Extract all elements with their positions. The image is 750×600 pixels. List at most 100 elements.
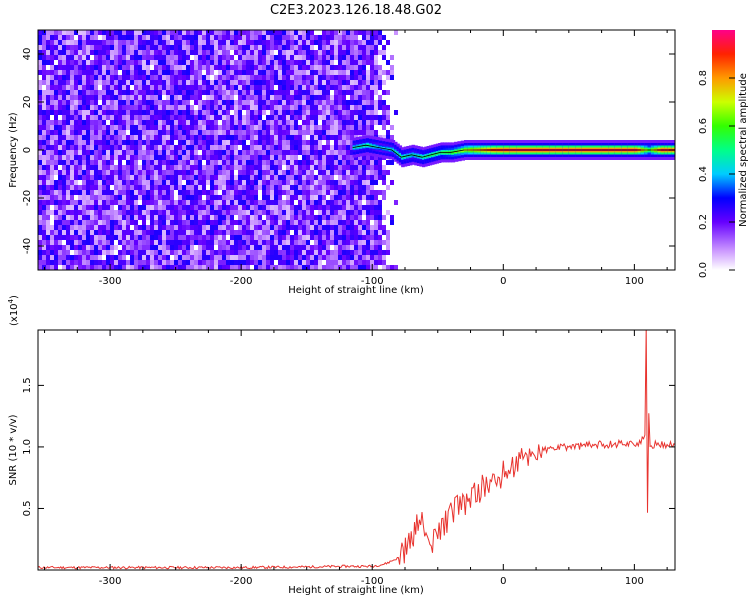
heatmap-cell: [106, 205, 110, 210]
heatmap-cell: [98, 105, 102, 110]
heatmap-cell: [78, 80, 82, 85]
heatmap-cell: [138, 95, 142, 100]
heatmap-cell: [42, 250, 46, 255]
heatmap-cell: [134, 170, 138, 175]
heatmap-cell: [82, 145, 86, 150]
heatmap-cell: [298, 245, 302, 250]
heatmap-cell: [74, 95, 78, 100]
heatmap-cell: [118, 45, 122, 50]
heatmap-cell: [102, 40, 106, 45]
heatmap-cell: [142, 190, 146, 195]
heatmap-cell: [282, 105, 286, 110]
heatmap-cell: [198, 215, 202, 220]
heatmap-cell: [166, 110, 170, 115]
heatmap-cell: [114, 185, 118, 190]
heatmap-cell: [366, 260, 370, 265]
heatmap-cell: [338, 100, 342, 105]
heatmap-cell: [118, 100, 122, 105]
heatmap-cell: [334, 225, 338, 230]
heatmap-cell: [230, 190, 234, 195]
heatmap-cell: [334, 45, 338, 50]
heatmap-cell: [330, 250, 334, 255]
heatmap-cell: [350, 50, 354, 55]
heatmap-cell: [218, 175, 222, 180]
heatmap-cell: [270, 130, 274, 135]
heatmap-cell: [214, 80, 218, 85]
heatmap-cell: [62, 30, 66, 35]
heatmap-cell: [338, 75, 342, 80]
heatmap-cell: [166, 185, 170, 190]
heatmap-cell: [374, 210, 378, 215]
heatmap-cell: [298, 140, 302, 145]
heatmap-cell: [82, 165, 86, 170]
heatmap-cell: [330, 50, 334, 55]
heatmap-cell: [378, 215, 382, 220]
heatmap-cell: [102, 130, 106, 135]
heatmap-cell: [190, 235, 194, 240]
heatmap-cell: [110, 65, 114, 70]
heatmap-cell: [302, 135, 306, 140]
heatmap-cell: [378, 200, 382, 205]
heatmap-cell: [190, 140, 194, 145]
heatmap-cell: [198, 75, 202, 80]
heatmap-cell: [250, 95, 254, 100]
heatmap-cell: [230, 130, 234, 135]
heatmap-cell: [126, 220, 130, 225]
heatmap-cell: [142, 80, 146, 85]
heatmap-cell: [122, 30, 126, 35]
heatmap-cell: [186, 250, 190, 255]
heatmap-cell: [74, 260, 78, 265]
heatmap-cell: [86, 85, 90, 90]
heatmap-cell: [166, 220, 170, 225]
heatmap-cell: [42, 215, 46, 220]
heatmap-cell: [198, 180, 202, 185]
heatmap-cell: [166, 70, 170, 75]
heatmap-cell: [182, 225, 186, 230]
heatmap-cell: [214, 195, 218, 200]
heatmap-cell: [326, 70, 330, 75]
heatmap-cell: [330, 260, 334, 265]
heatmap-cell: [262, 80, 266, 85]
heatmap-cell: [126, 175, 130, 180]
heatmap-cell: [206, 205, 210, 210]
heatmap-cell: [50, 95, 54, 100]
heatmap-cell: [150, 185, 154, 190]
heatmap-cell: [262, 45, 266, 50]
heatmap-cell: [202, 30, 206, 35]
heatmap-cell: [278, 185, 282, 190]
heatmap-cell: [354, 120, 358, 125]
heatmap-cell: [182, 190, 186, 195]
heatmap-cell: [94, 70, 98, 75]
heatmap-cell: [298, 200, 302, 205]
heatmap-cell: [390, 180, 394, 185]
heatmap-cell: [174, 150, 178, 155]
heatmap-cell: [218, 45, 222, 50]
heatmap-cell: [334, 235, 338, 240]
heatmap-cell: [306, 260, 310, 265]
heatmap-cell: [114, 55, 118, 60]
heatmap-cell: [326, 40, 330, 45]
heatmap-cell: [170, 190, 174, 195]
heatmap-cell: [322, 95, 326, 100]
heatmap-cell: [246, 195, 250, 200]
heatmap-cell: [282, 75, 286, 80]
heatmap-cell: [134, 150, 138, 155]
heatmap-cell: [82, 180, 86, 185]
heatmap-cell: [386, 105, 390, 110]
heatmap-cell: [246, 80, 250, 85]
heatmap-cell: [158, 70, 162, 75]
heatmap-cell: [118, 60, 122, 65]
heatmap-cell: [66, 225, 70, 230]
spectrogram-xlabel: Height of straight line (km): [288, 285, 424, 296]
heatmap-cell: [194, 45, 198, 50]
heatmap-cell: [278, 75, 282, 80]
heatmap-cell: [234, 100, 238, 105]
heatmap-cell: [62, 135, 66, 140]
heatmap-cell: [130, 125, 134, 130]
heatmap-cell: [274, 135, 278, 140]
heatmap-cell: [114, 100, 118, 105]
heatmap-cell: [238, 220, 242, 225]
heatmap-cell: [110, 135, 114, 140]
heatmap-cell: [326, 135, 330, 140]
heatmap-cell: [146, 135, 150, 140]
